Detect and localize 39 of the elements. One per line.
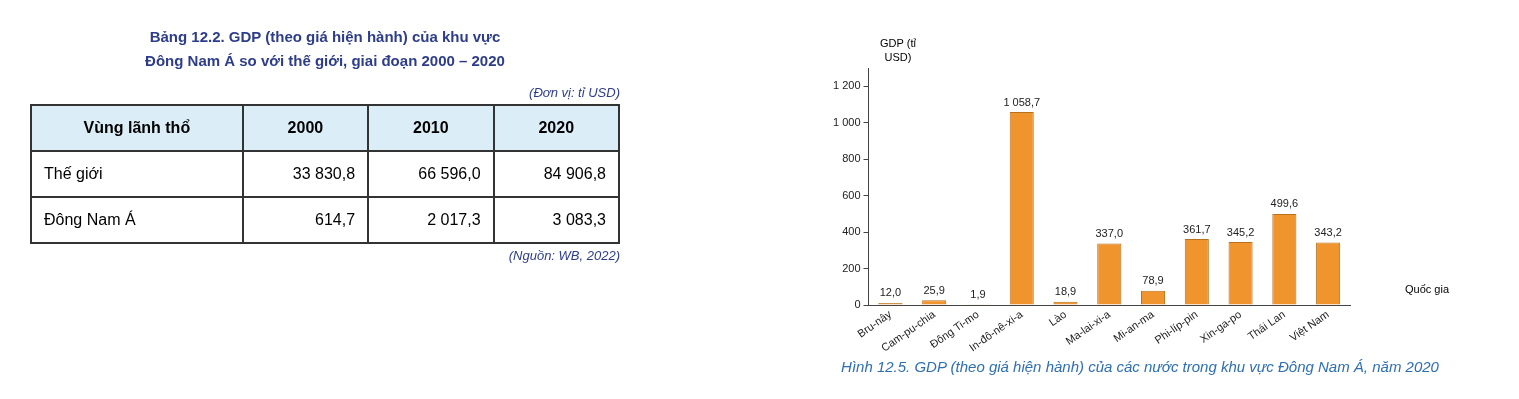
text: (Nguồn: WB, 2022) [507, 248, 620, 263]
text: 3 083,3 [552, 211, 606, 228]
text: (Đơn vị: tỉ USD) [528, 85, 620, 100]
x-tick-label: Việt Nam [1287, 307, 1331, 344]
data-label: 345,2 [1226, 225, 1255, 238]
category-label: Đông Nam Á [44, 211, 136, 228]
y-tick-label: 1 000 [833, 115, 861, 128]
y-tick-label: 0 [854, 298, 861, 311]
category-label: 2010 [368, 105, 494, 151]
category-label: Thế giới [44, 165, 103, 182]
y-tick-label: 800 [842, 152, 861, 165]
data-label: 361,7 [1183, 222, 1211, 235]
text: 84 906,8 [543, 165, 606, 182]
category-label: 2000 [242, 105, 369, 151]
data-label: 343,2 [1314, 226, 1342, 239]
x-axis-title: Quốc gia [1405, 283, 1450, 295]
data-label: 25,9 [923, 283, 945, 296]
data-label: 78,9 [1142, 274, 1164, 287]
category-label: 2020 [493, 105, 619, 151]
text: 66 596,0 [418, 165, 481, 182]
data-label: 499,6 [1270, 197, 1299, 210]
y-tick-label: 1 200 [833, 79, 861, 92]
y-tick-label: 400 [842, 225, 861, 238]
data-label: 1,9 [970, 288, 986, 301]
text: Hình 12.5. GDP (theo giá hiện hành) của các nước trong khu vực Đông Nam Á, năm 2020 [840, 358, 1440, 375]
y-tick-label: 200 [842, 261, 861, 274]
text: 614,7 [315, 211, 356, 228]
x-tick-label: Lào [1046, 307, 1069, 329]
text: Vùng lãnh thổ [31, 105, 243, 151]
text: 2 017,3 [427, 211, 481, 228]
data-label: 1 058,7 [1003, 95, 1041, 108]
data-label: 337,0 [1095, 227, 1124, 240]
x-tick-label: Thái Lan [1245, 307, 1288, 343]
y-axis-title: GDP (tỉ USD) [879, 36, 917, 64]
y-tick-label: 600 [842, 188, 861, 201]
text: Bảng 12.2. GDP (theo giá hiện hành) của khu vực Đông Nam Á so với thế giới, giai đoạn 2000 – 2020 [144, 27, 506, 71]
text: 33 830,8 [292, 165, 356, 182]
data-label: 18,9 [1054, 285, 1077, 298]
data-label: 12,0 [879, 286, 902, 299]
